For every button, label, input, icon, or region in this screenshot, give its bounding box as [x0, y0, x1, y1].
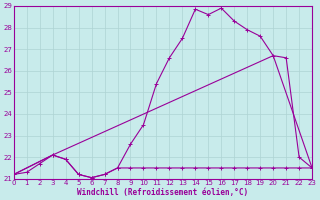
X-axis label: Windchill (Refroidissement éolien,°C): Windchill (Refroidissement éolien,°C): [77, 188, 248, 197]
